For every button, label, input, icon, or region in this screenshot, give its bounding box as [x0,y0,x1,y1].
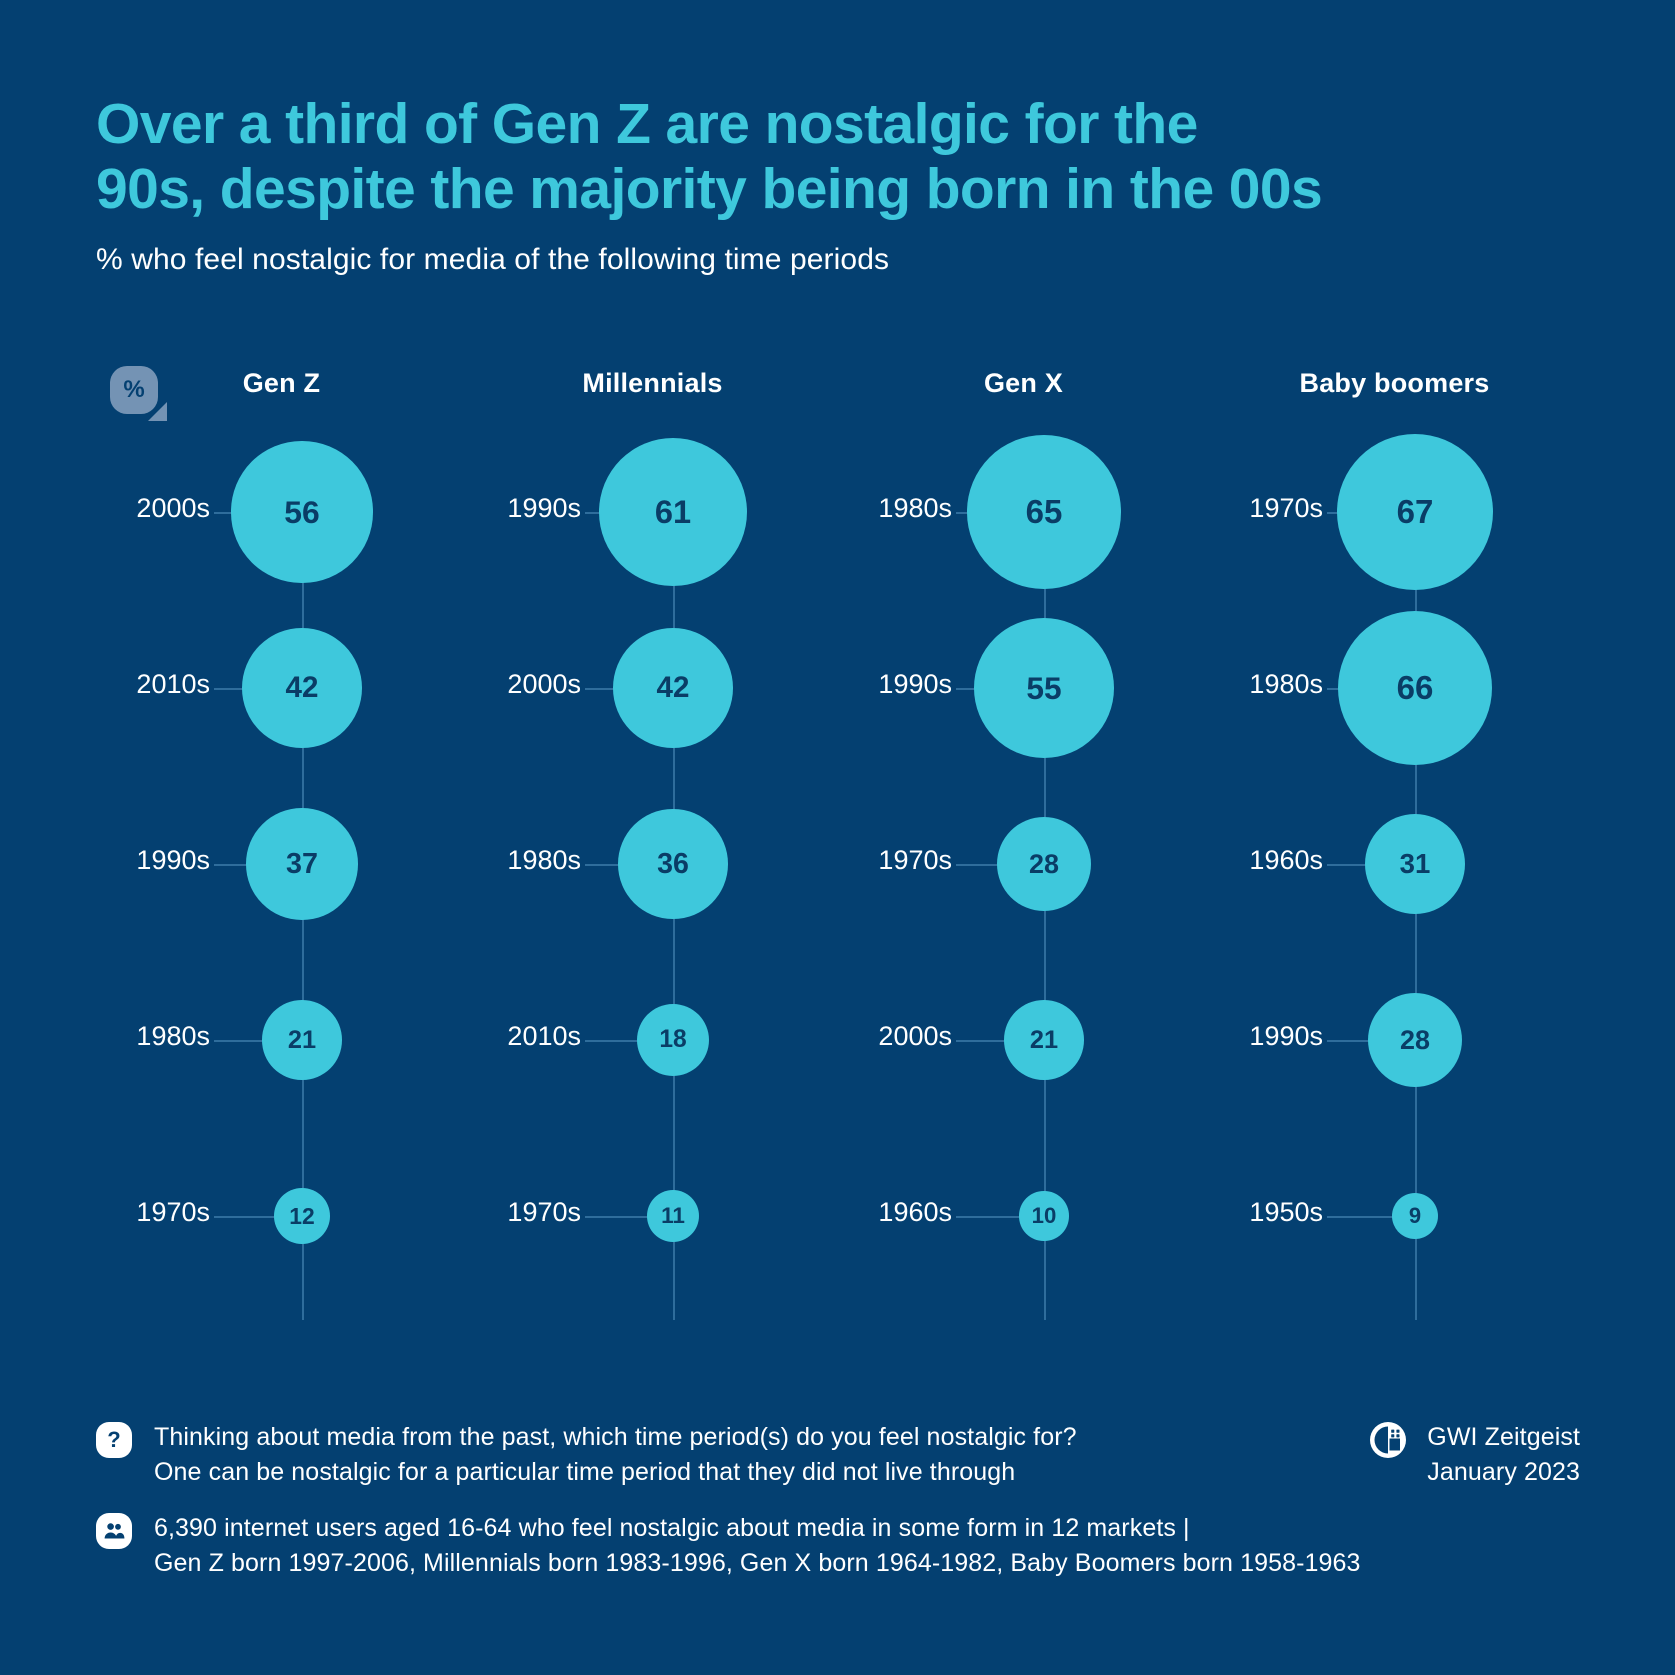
row-connector-line [585,688,617,690]
row-connector-line [1327,1040,1371,1042]
footer-audience-row: 6,390 internet users aged 16-64 who feel… [96,1511,1580,1580]
column-header: Baby boomers [1299,368,1490,398]
row-connector-line [956,1040,1008,1042]
people-icon [96,1513,132,1549]
row-connector-line [214,1216,278,1218]
row-connector-line [1327,688,1341,690]
row-connector-line [585,512,602,514]
footer-audience-text: 6,390 internet users aged 16-64 who feel… [154,1514,1361,1577]
data-bubble[interactable]: 21 [262,1000,342,1080]
data-bubble[interactable]: 37 [246,808,358,920]
row-period-label: 1960s [878,1197,952,1227]
people-glyph [104,1523,125,1539]
row-period-label: 2000s [136,493,210,523]
data-bubble[interactable]: 21 [1004,1000,1084,1080]
chart-column-baby-boomers: Baby boomers 1970s 67 1980s 66 1960s 31 1990s 28… [1209,360,1580,1320]
data-bubble[interactable]: 67 [1337,434,1493,590]
row-connector-line [956,1216,1023,1218]
column-header: Millennials [582,368,723,398]
row-period-label: 1970s [136,1197,210,1227]
bubble-chart: Gen Z 2000s 56 2010s 42 1990s 37 1980s 21 1970s 12… [96,360,1580,1320]
data-bubble[interactable]: 11 [646,1189,700,1243]
row-connector-line [956,512,971,514]
row-connector-line [585,1040,640,1042]
row-connector-line [585,1216,650,1218]
source-block: GWI Zeitgeist January 2023 [1369,1420,1580,1489]
data-bubble[interactable]: 61 [598,437,747,587]
data-bubble[interactable]: 9 [1392,1193,1438,1239]
row-connector-line [214,512,235,514]
row-period-label: 1960s [1249,845,1323,875]
row-period-label: 2000s [507,669,581,699]
row-period-label: 1970s [878,845,952,875]
row-period-label: 2010s [507,1021,581,1051]
row-period-label: 1980s [136,1021,210,1051]
row-connector-line [1327,864,1368,866]
page-subtitle: % who feel nostalgic for media of the fo… [96,243,890,276]
row-period-label: 1970s [1249,493,1323,523]
data-bubble[interactable]: 31 [1364,813,1466,915]
data-bubble[interactable]: 28 [1367,992,1463,1088]
footer-question-row: ? Thinking about media from the past, wh… [96,1420,1580,1489]
question-mark-icon: ? [96,1422,132,1458]
row-connector-line [214,1040,266,1042]
footer: ? Thinking about media from the past, wh… [96,1420,1580,1602]
data-bubble[interactable]: 12 [274,1188,330,1244]
row-period-label: 1990s [878,669,952,699]
row-period-label: 1970s [507,1197,581,1227]
row-connector-line [1327,1216,1395,1218]
data-bubble[interactable]: 55 [974,618,1114,758]
row-period-label: 1990s [1249,1021,1323,1051]
row-period-label: 1980s [507,845,581,875]
chart-column-gen-x: Gen X 1980s 65 1990s 55 1970s 28 2000s 21 1960s 10 [838,360,1209,1320]
data-bubble[interactable]: 18 [636,1003,710,1077]
data-bubble[interactable]: 42 [613,628,733,748]
row-connector-line [956,688,978,690]
data-bubble[interactable]: 28 [996,816,1092,912]
data-bubble[interactable]: 66 [1337,610,1493,766]
data-bubble[interactable]: 42 [242,628,362,748]
row-period-label: 1950s [1249,1197,1323,1227]
row-connector-line [1327,512,1340,514]
page-title: Over a third of Gen Z are nostalgic for … [96,92,1323,221]
row-connector-line [214,688,246,690]
row-period-label: 1980s [1249,669,1323,699]
row-period-label: 1990s [136,845,210,875]
column-header: Gen X [983,368,1064,398]
source-text: GWI Zeitgeist January 2023 [1427,1423,1580,1486]
data-bubble[interactable]: 10 [1019,1191,1069,1241]
gwi-logo-icon [1369,1421,1407,1459]
question-mark-glyph: ? [107,1427,121,1452]
column-header: Gen Z [242,368,321,398]
chart-column-millennials: Millennials 1990s 61 2000s 42 1980s 36 2010s 18 1… [467,360,838,1320]
row-period-label: 2010s [136,669,210,699]
chart-column-gen-z: Gen Z 2000s 56 2010s 42 1990s 37 1980s 21 1970s 12 [96,360,467,1320]
row-period-label: 1990s [507,493,581,523]
data-bubble[interactable]: 65 [967,435,1121,589]
percent-badge-icon: % [110,366,167,421]
row-period-label: 2000s [878,1021,952,1051]
percent-badge-label: % [110,366,158,414]
row-period-label: 1980s [878,493,952,523]
row-connector-line [956,864,1000,866]
row-connector-line [214,864,250,866]
row-connector-line [585,864,622,866]
footer-question-text: Thinking about media from the past, whic… [154,1423,1077,1486]
data-bubble[interactable]: 36 [618,809,728,919]
data-bubble[interactable]: 56 [231,441,373,583]
